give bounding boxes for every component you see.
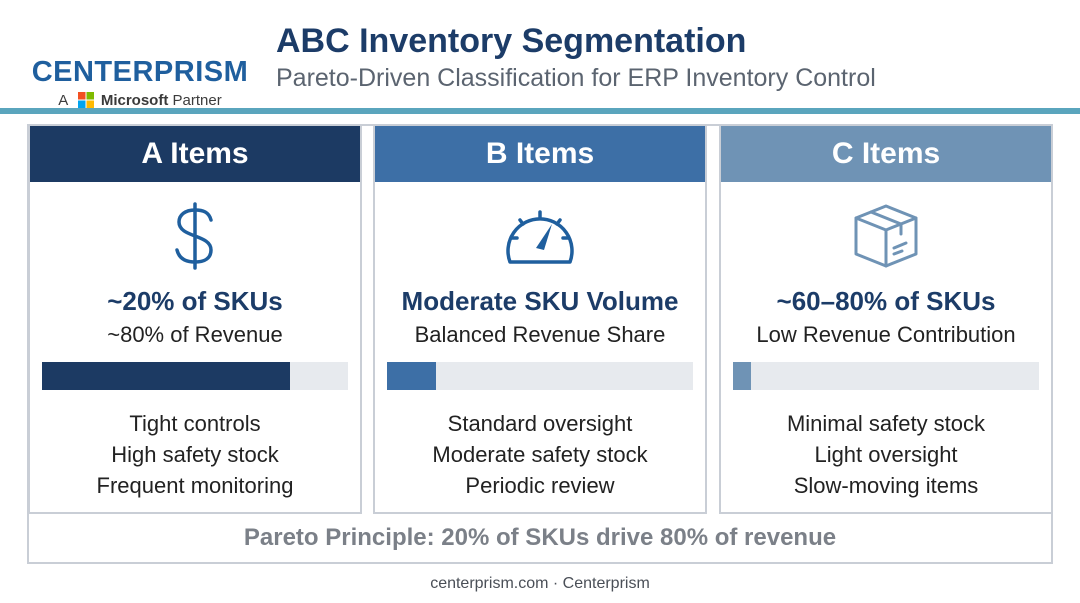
- partner-line: A Microsoft Partner: [30, 92, 250, 109]
- c-items-stat: ~60–80% of SKUs: [776, 286, 996, 316]
- list-item: Minimal safety stock: [786, 411, 986, 436]
- page-title: ABC Inventory Segmentation: [276, 22, 747, 60]
- b-items-card: B Items Moderate SKU Volume Balanced Rev…: [373, 124, 707, 514]
- b-items-points: Standard oversight Moderate safety stock…: [375, 408, 705, 501]
- list-item: Tight controls: [129, 411, 261, 436]
- b-items-header: B Items: [375, 126, 705, 182]
- list-item: Slow-moving items: [793, 473, 979, 498]
- partner-prefix: A: [58, 92, 68, 109]
- dollar-icon: [30, 200, 360, 272]
- c-items-share-bar: [733, 362, 1039, 390]
- c-items-share-fill: [733, 362, 752, 390]
- partner-suffix: Partner: [172, 92, 222, 109]
- microsoft-logo-icon: [77, 92, 94, 108]
- list-item: Standard oversight: [447, 411, 633, 436]
- pareto-principle-note: Pareto Principle: 20% of SKUs drive 80% …: [243, 524, 837, 551]
- list-item: Moderate safety stock: [432, 442, 648, 467]
- a-items-card: A Items ~20% of SKUs ~80% of Revenue Tig…: [28, 124, 362, 514]
- site-credit: centerprism.com · Centerprism: [430, 575, 650, 592]
- list-item: Light oversight: [814, 442, 958, 467]
- a-items-revenue: ~80% of Revenue: [107, 322, 283, 347]
- company-logo: CENTERPRISM A Microsoft Partner: [30, 14, 250, 109]
- c-items-points: Minimal safety stock Light oversight Slo…: [721, 408, 1051, 501]
- c-items-card: C Items ~60–80% of SKUs Low Revenue Cont…: [719, 124, 1053, 514]
- a-items-share-fill: [42, 362, 290, 390]
- partner-brand: Microsoft: [100, 92, 169, 109]
- c-items-header: C Items: [721, 126, 1051, 182]
- page-subtitle: Pareto-Driven Classification for ERP Inv…: [276, 64, 876, 92]
- b-items-revenue: Balanced Revenue Share: [414, 322, 666, 347]
- list-item: Periodic review: [465, 473, 615, 498]
- a-items-share-bar: [42, 362, 348, 390]
- b-items-share-bar: [387, 362, 693, 390]
- box-icon: [721, 200, 1051, 272]
- logo-wordmark: CENTERPRISM: [31, 56, 249, 88]
- c-items-revenue: Low Revenue Contribution: [756, 322, 1016, 347]
- header-divider: [0, 108, 1080, 114]
- list-item: Frequent monitoring: [96, 473, 294, 498]
- a-items-stat: ~20% of SKUs: [107, 286, 283, 316]
- gauge-icon: [375, 200, 705, 272]
- a-items-header: A Items: [30, 126, 360, 182]
- a-items-points: Tight controls High safety stock Frequen…: [30, 408, 360, 501]
- list-item: High safety stock: [111, 442, 279, 467]
- b-items-stat: Moderate SKU Volume: [401, 286, 679, 316]
- b-items-share-fill: [387, 362, 436, 390]
